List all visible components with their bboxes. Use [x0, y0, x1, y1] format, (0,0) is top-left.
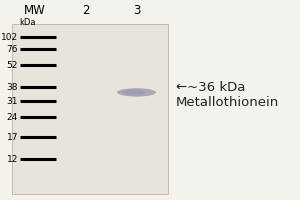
Text: 24: 24: [7, 112, 18, 121]
Text: Metallothionein: Metallothionein: [176, 96, 279, 108]
Text: 38: 38: [7, 83, 18, 92]
Text: 76: 76: [7, 45, 18, 53]
Text: 102: 102: [1, 32, 18, 42]
Text: 3: 3: [133, 4, 140, 17]
Text: 12: 12: [7, 154, 18, 164]
Text: ←~36 kDa: ←~36 kDa: [176, 81, 245, 94]
Bar: [12, 24, 168, 194]
Text: 31: 31: [7, 97, 18, 106]
Ellipse shape: [122, 89, 145, 95]
Text: MW: MW: [24, 4, 45, 17]
Text: 17: 17: [7, 132, 18, 142]
Text: 2: 2: [82, 4, 89, 17]
Text: 52: 52: [7, 60, 18, 70]
Text: kDa: kDa: [20, 18, 36, 27]
Ellipse shape: [117, 88, 156, 97]
